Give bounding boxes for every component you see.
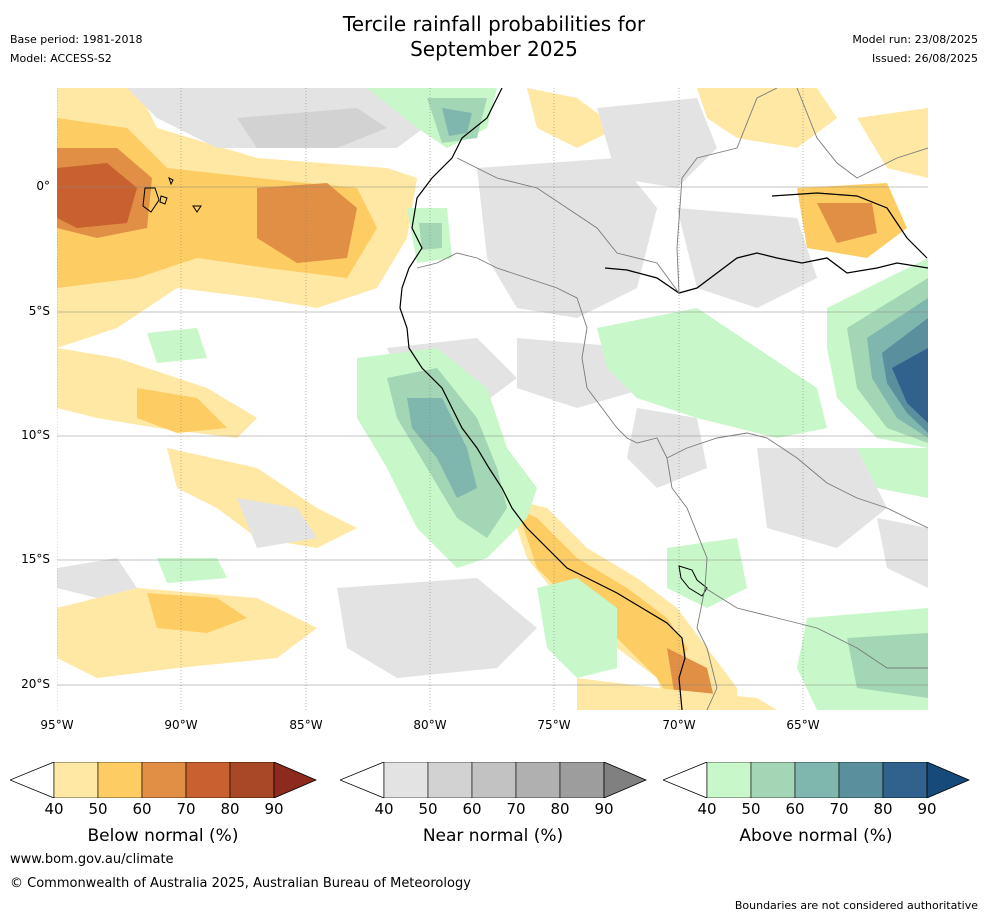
y-tick-5s: 5°S — [28, 304, 50, 318]
title-line-1: Tercile rainfall probabilities for — [342, 12, 646, 36]
footer-website: www.bom.gov.au/climate — [10, 852, 174, 867]
colorbar-near-normal-swatches — [338, 761, 648, 799]
colorbar-near-normal-label: Near normal (%) — [422, 826, 564, 846]
cb1-tick-90: 90 — [264, 800, 284, 818]
cb3-tick-60: 60 — [785, 800, 805, 818]
x-tick-70w: 70°W — [662, 718, 696, 732]
cb3-tick-80: 80 — [873, 800, 893, 818]
footer-copyright: © Commonwealth of Australia 2025, Austra… — [10, 876, 471, 891]
above-normal-regions — [147, 88, 928, 710]
cb1-tick-50: 50 — [88, 800, 108, 818]
y-tick-20s: 20°S — [21, 677, 50, 691]
cb1-tick-70: 70 — [176, 800, 196, 818]
cb2-tick-60: 60 — [462, 800, 482, 818]
cb3-tick-70: 70 — [829, 800, 849, 818]
footer-disclaimer: Boundaries are not considered authoritat… — [734, 899, 978, 912]
model-name: Model: ACCESS-S2 — [10, 52, 112, 65]
x-tick-75w: 75°W — [537, 718, 571, 732]
x-tick-90w: 90°W — [164, 718, 198, 732]
cb2-tick-40: 40 — [374, 800, 394, 818]
cb2-tick-90: 90 — [594, 800, 614, 818]
cb2-tick-50: 50 — [418, 800, 438, 818]
colorbar-near-normal — [338, 761, 648, 802]
country-borders — [416, 88, 928, 710]
galapagos-islands — [142, 177, 202, 213]
colorbar-above-normal-swatches — [661, 761, 971, 799]
issued-date: Issued: 26/08/2025 — [871, 52, 978, 65]
colorbar-below-normal — [8, 761, 318, 802]
colorbar-below-normal-label: Below normal (%) — [87, 826, 239, 846]
x-tick-95w: 95°W — [40, 718, 74, 732]
map-canvas — [57, 88, 928, 710]
meta-right: Model run: 23/08/2025 Issued: 26/08/2025 — [852, 30, 978, 68]
below-normal-regions — [57, 88, 928, 710]
cb3-tick-50: 50 — [741, 800, 761, 818]
x-tick-85w: 85°W — [289, 718, 323, 732]
cb3-tick-40: 40 — [697, 800, 717, 818]
cb2-tick-70: 70 — [506, 800, 526, 818]
base-period: Base period: 1981-2018 — [10, 33, 143, 46]
title-line-2: September 2025 — [410, 37, 578, 61]
cb2-tick-80: 80 — [550, 800, 570, 818]
y-tick-0: 0° — [36, 179, 50, 193]
meta-left: Base period: 1981-2018 Model: ACCESS-S2 — [10, 30, 142, 68]
colorbar-above-normal — [661, 761, 971, 802]
colorbar-below-normal-swatches — [8, 761, 318, 799]
colorbar-above-normal-label: Above normal (%) — [739, 826, 893, 846]
cb3-tick-90: 90 — [917, 800, 937, 818]
amazon-river — [604, 252, 928, 294]
cb1-tick-40: 40 — [44, 800, 64, 818]
model-run: Model run: 23/08/2025 — [852, 33, 978, 46]
river-upper — [771, 192, 928, 259]
y-tick-15s: 15°S — [21, 552, 50, 566]
y-tick-10s: 10°S — [21, 428, 50, 442]
chart-title: Tercile rainfall probabilities for Septe… — [0, 12, 988, 62]
x-tick-80w: 80°W — [413, 718, 447, 732]
grid-lines — [57, 88, 928, 710]
cb1-tick-80: 80 — [220, 800, 240, 818]
coastline — [399, 88, 686, 710]
rainfall-map — [57, 88, 928, 710]
cb1-tick-60: 60 — [132, 800, 152, 818]
x-tick-65w: 65°W — [786, 718, 820, 732]
